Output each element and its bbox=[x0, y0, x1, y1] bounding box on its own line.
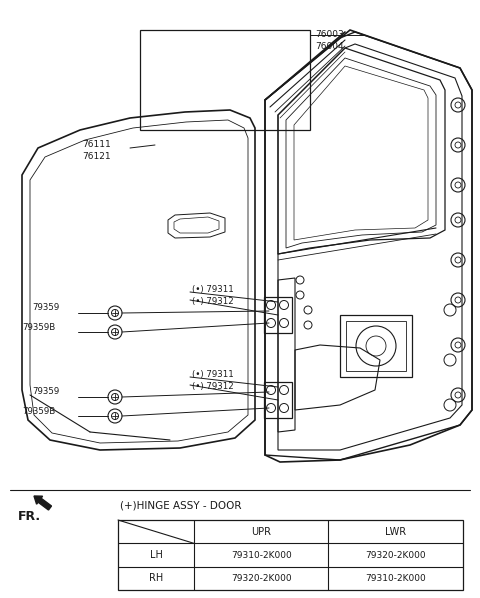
Text: (•) 79311: (•) 79311 bbox=[192, 285, 234, 294]
Text: 79320-2K000: 79320-2K000 bbox=[231, 574, 291, 583]
Text: 79359B: 79359B bbox=[22, 324, 55, 332]
FancyArrow shape bbox=[34, 496, 51, 510]
Text: (+)HINGE ASSY - DOOR: (+)HINGE ASSY - DOOR bbox=[120, 500, 241, 510]
Text: 76111: 76111 bbox=[82, 140, 111, 149]
Text: LH: LH bbox=[149, 550, 162, 560]
Text: RH: RH bbox=[149, 573, 163, 583]
Text: 76004: 76004 bbox=[315, 42, 344, 51]
Text: LWR: LWR bbox=[385, 527, 406, 536]
Text: (•) 79312: (•) 79312 bbox=[192, 297, 234, 306]
Bar bbox=[340, 315, 412, 377]
Text: 79359B: 79359B bbox=[22, 407, 55, 416]
Text: (•) 79311: (•) 79311 bbox=[192, 370, 234, 379]
Text: FR.: FR. bbox=[18, 510, 41, 523]
Text: 79359: 79359 bbox=[32, 304, 59, 313]
Text: UPR: UPR bbox=[251, 527, 271, 536]
Text: 76003: 76003 bbox=[315, 30, 344, 39]
Text: 79359: 79359 bbox=[32, 388, 59, 396]
Text: 79310-2K000: 79310-2K000 bbox=[231, 551, 291, 560]
Text: (•) 79312: (•) 79312 bbox=[192, 382, 234, 391]
Text: 76121: 76121 bbox=[82, 152, 110, 161]
Text: 79310-2K000: 79310-2K000 bbox=[365, 574, 426, 583]
Bar bbox=[118, 520, 463, 590]
Text: 79320-2K000: 79320-2K000 bbox=[365, 551, 426, 560]
Bar bbox=[346, 321, 406, 371]
